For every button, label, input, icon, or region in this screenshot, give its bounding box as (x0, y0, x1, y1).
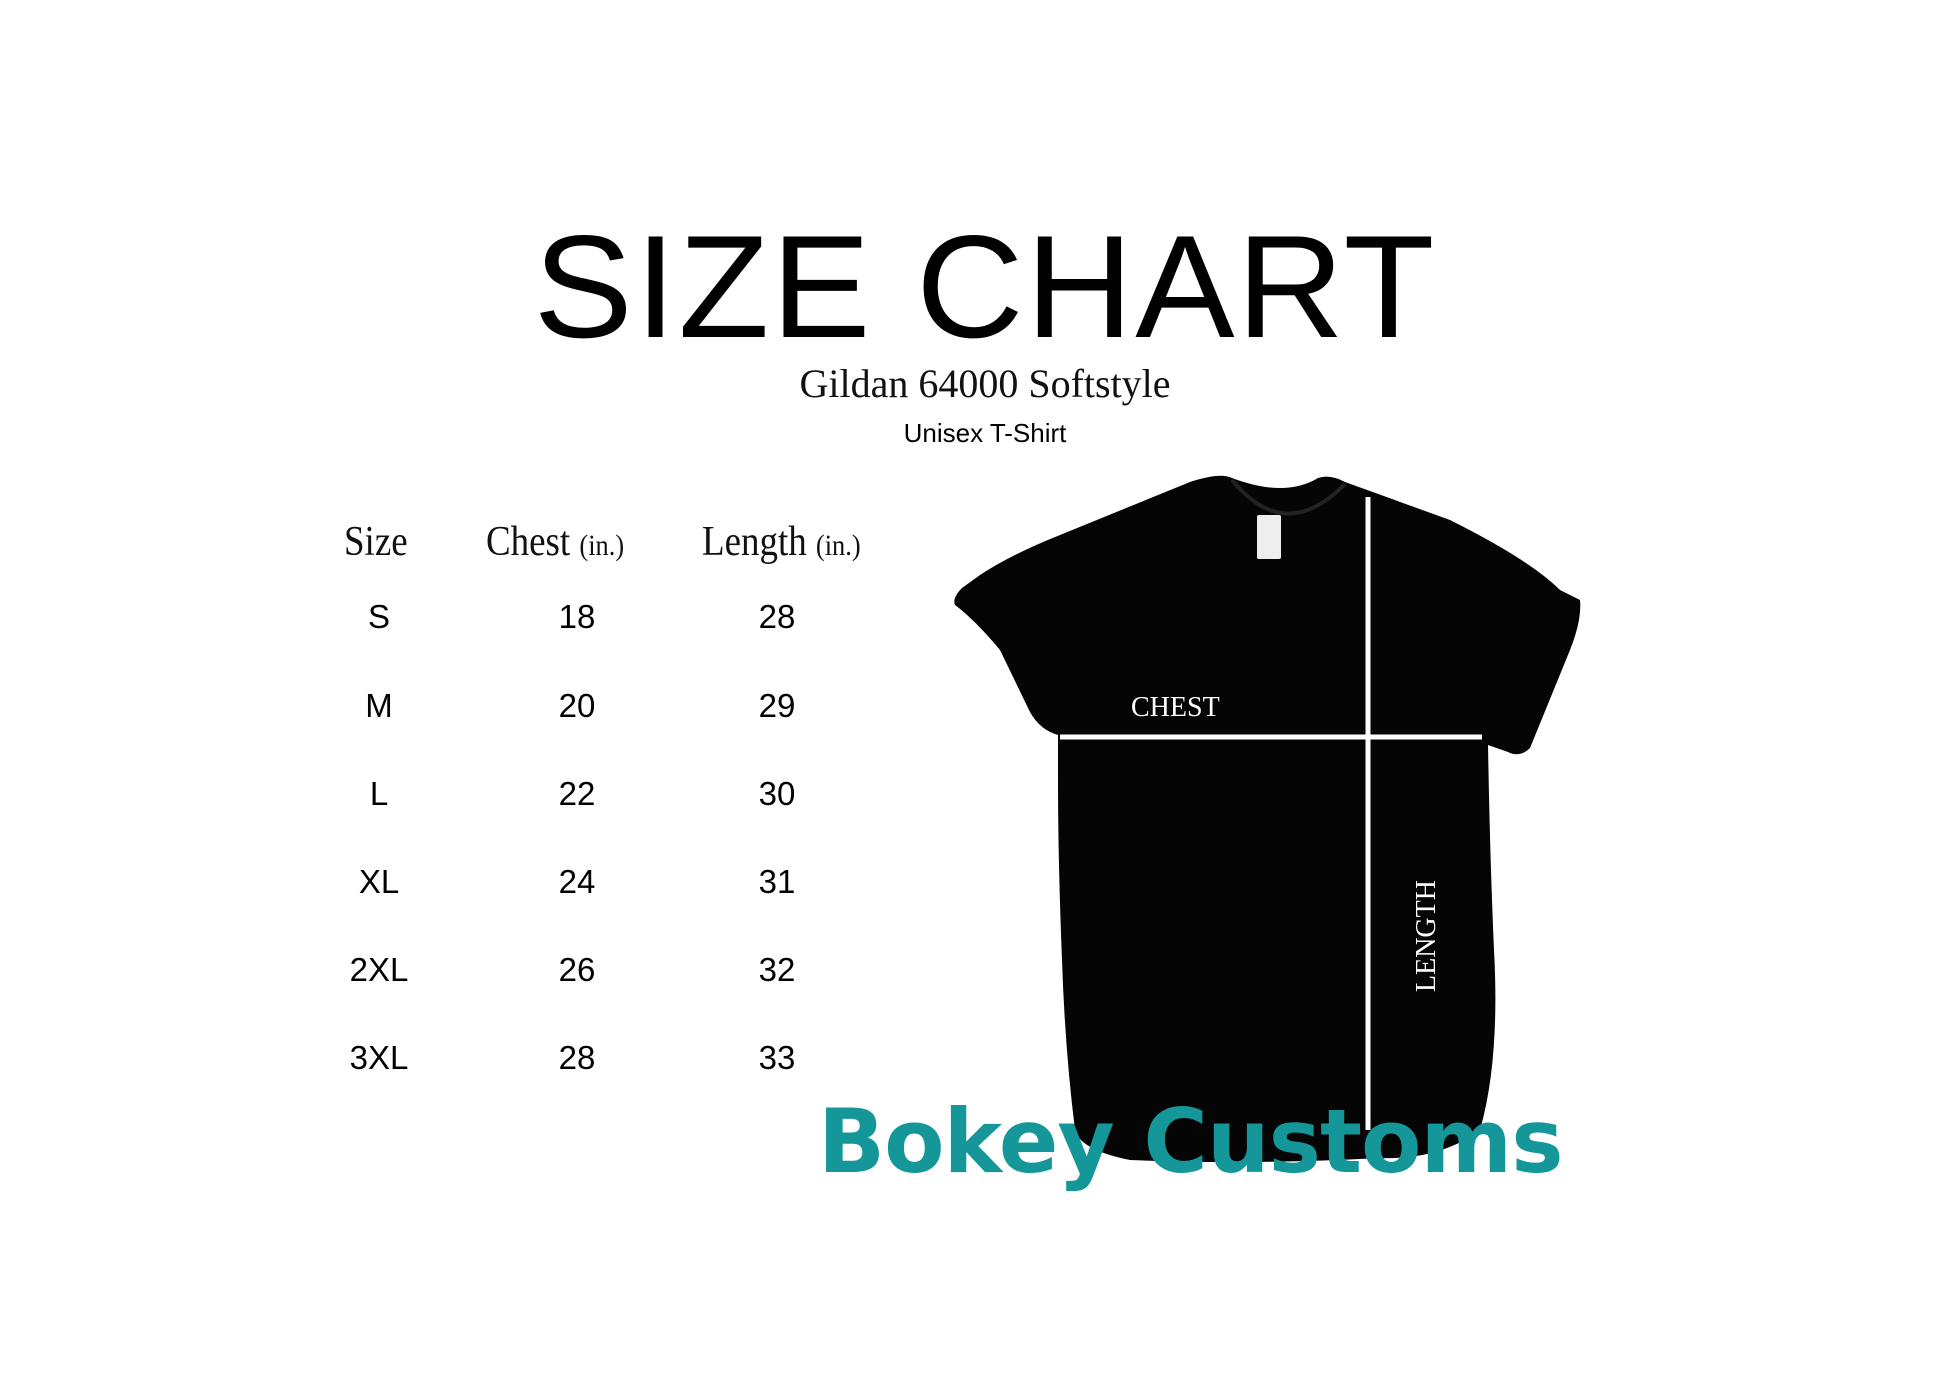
product-type: Unisex T-Shirt (903, 418, 1067, 448)
cell-length: 31 (758, 863, 796, 900)
cell-size: 3XL (349, 1039, 409, 1076)
tshirt-shape (954, 475, 1581, 1163)
header-label: Chest (486, 519, 571, 565)
header-unit: (in.) (579, 529, 625, 562)
tshirt-diagram (954, 475, 1581, 1163)
cell-size: XL (358, 863, 400, 900)
cell-chest: 18 (558, 598, 596, 635)
cell-length: 32 (758, 951, 796, 988)
header-chest: Chest (in.) (486, 518, 624, 566)
cell-chest: 24 (558, 863, 596, 900)
cell-chest: 22 (558, 775, 596, 812)
cell-size: S (367, 598, 390, 635)
length-label: LENGTH (1411, 880, 1442, 992)
cell-chest: 26 (558, 951, 596, 988)
cell-chest: 20 (558, 687, 596, 724)
brand-watermark: Bokey Customs (818, 1090, 1564, 1193)
cell-size: L (369, 775, 389, 812)
header-unit: (in.) (815, 529, 861, 562)
cell-size: 2XL (349, 951, 409, 988)
cell-size: M (365, 687, 393, 724)
cell-length: 29 (758, 687, 796, 724)
cell-chest: 28 (558, 1039, 596, 1076)
cell-length: 28 (758, 598, 796, 635)
header-label: Size (344, 519, 408, 565)
cell-length: 30 (758, 775, 796, 812)
collar (1230, 478, 1347, 516)
cell-length: 33 (758, 1039, 796, 1076)
neck-tag (1257, 515, 1281, 559)
page-title: SIZE CHART (533, 205, 1437, 368)
header-size: Size (344, 518, 408, 566)
header-label: Length (702, 519, 807, 565)
header-length: Length (in.) (702, 518, 861, 566)
subtitle: Gildan 64000 Softstyle (799, 361, 1171, 406)
chest-label: CHEST (1131, 692, 1220, 723)
